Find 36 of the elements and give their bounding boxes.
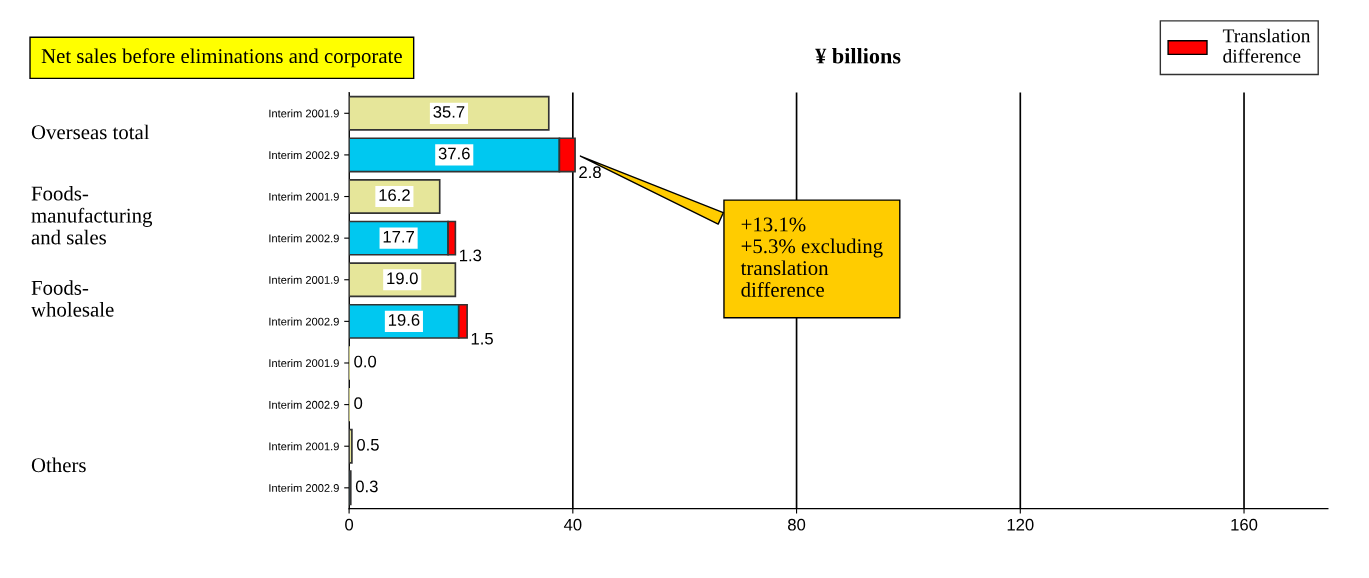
y-tick-label: Interim 2002.9 (269, 234, 339, 243)
y-tick-label: Interim 2002.9 (269, 483, 339, 492)
text: Foods- manufacturing and sales (31, 185, 153, 245)
data-label: 35.7 (433, 105, 465, 118)
data-label: 1.3 (460, 249, 482, 262)
legend-label: Translation difference (1222, 28, 1311, 63)
y-tick-label: Interim 2001.9 (269, 442, 339, 451)
data-label: 17.7 (383, 230, 414, 243)
x-tick-label: 0 (345, 518, 354, 531)
text: Overseas total (31, 124, 150, 140)
data-label: 1.5 (471, 332, 493, 345)
data-label: 0.5 (357, 438, 379, 451)
data-label: 2.8 (579, 166, 601, 179)
data-label: 0 (354, 397, 363, 410)
text: ¥ billions (815, 47, 901, 64)
y-tick-label: Interim 2002.9 (269, 400, 339, 409)
text: Others (31, 457, 86, 473)
x-tick-label: 40 (563, 518, 582, 531)
data-label: 19.6 (388, 314, 420, 326)
annotation: +13.1% +5.3% excluding translation difference (740, 217, 883, 297)
data-label: 19.0 (387, 272, 418, 285)
y-tick-label: Interim 2002.9 (269, 317, 339, 326)
data-label: 16.2 (379, 189, 410, 201)
x-tick-label: 160 (1231, 518, 1258, 531)
y-tick-label: Interim 2002.9 (269, 150, 339, 160)
y-tick-label: Interim 2001.9 (269, 192, 339, 201)
data-label: 0.3 (355, 480, 378, 493)
x-tick-label: 120 (1007, 518, 1034, 531)
data-label: 0.0 (354, 355, 377, 368)
y-tick-label: Interim 2001.9 (269, 109, 339, 118)
text: Foods- wholesale (30, 280, 114, 317)
data-label: 37.6 (438, 147, 470, 160)
text: Net sales before eliminations and corporate (41, 48, 402, 68)
y-tick-label: Interim 2001.9 (269, 275, 339, 284)
y-tick-label: Interim 2001.9 (269, 358, 339, 368)
x-tick-label: 80 (788, 518, 806, 531)
